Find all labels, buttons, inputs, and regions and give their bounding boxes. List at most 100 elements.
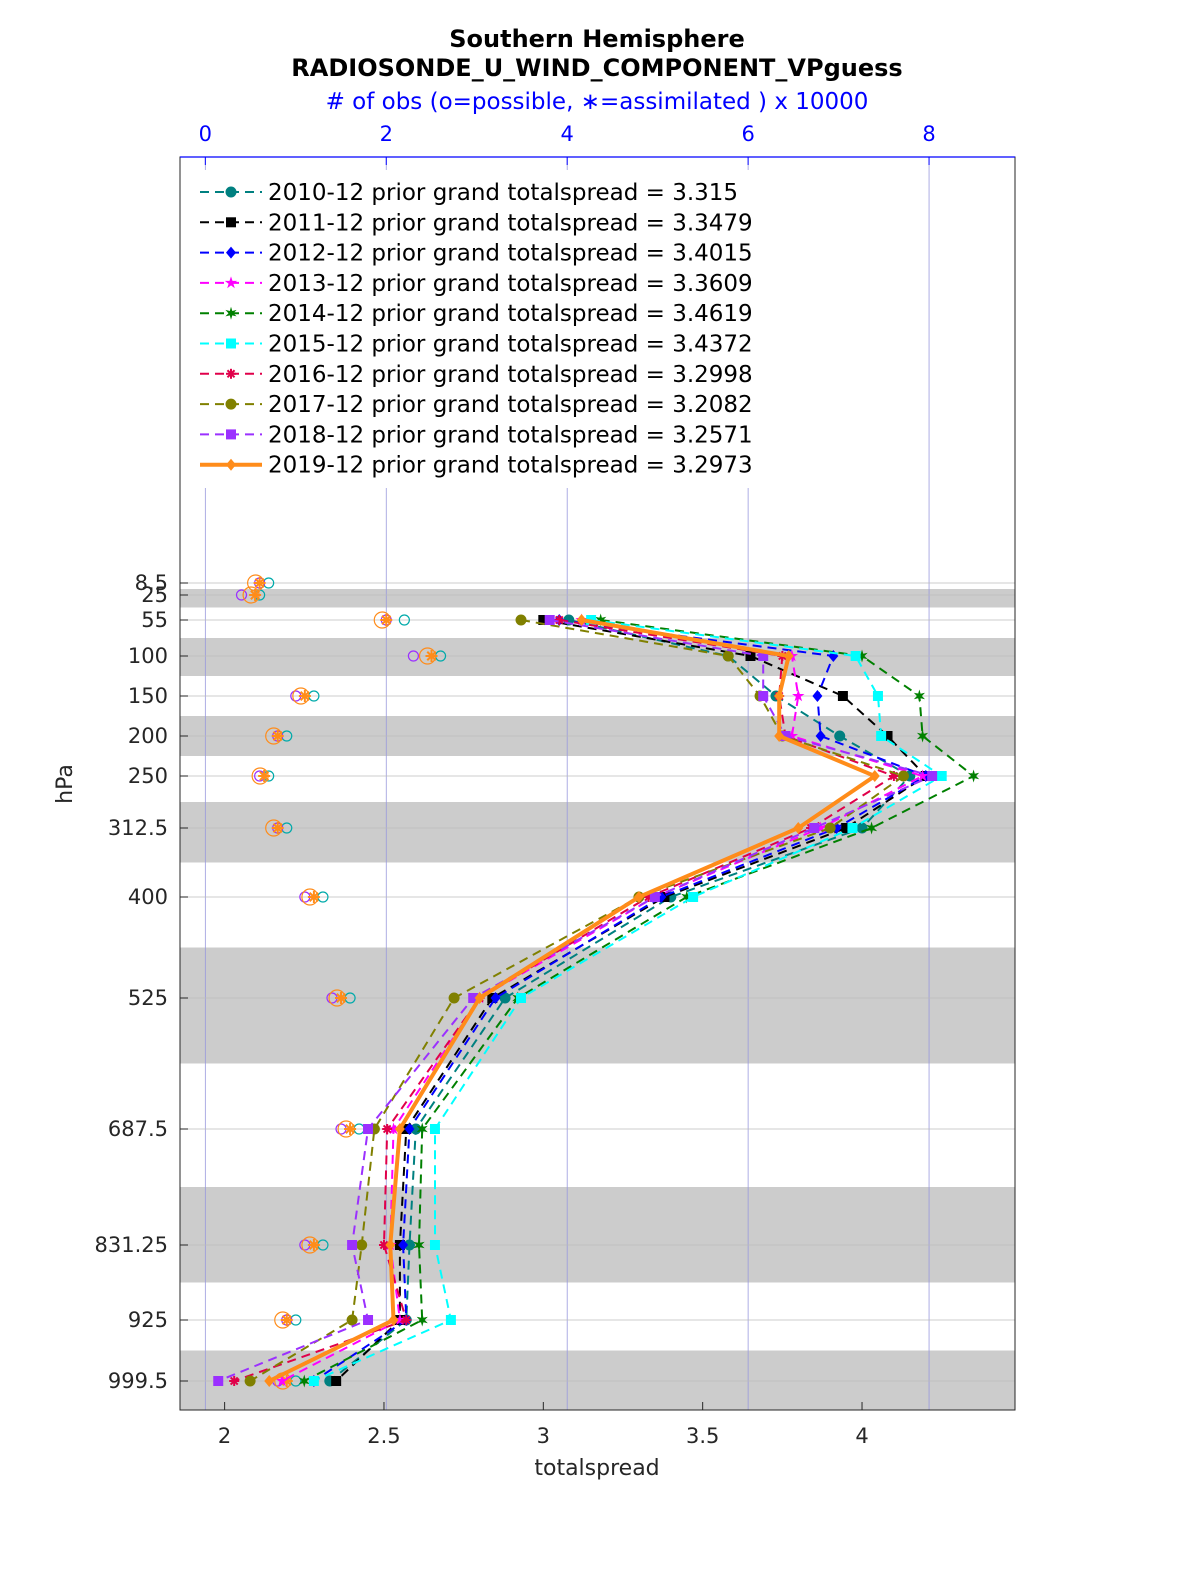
legend-entry-label: 2018-12 prior grand totalspread = 3.2571: [268, 422, 753, 448]
legend-swatch-marker: [226, 246, 236, 259]
obs-assimilated-marker: [308, 892, 319, 902]
series-line: [303, 619, 976, 1382]
series-point: [347, 1240, 358, 1250]
chart-title: Southern Hemisphere: [449, 25, 745, 53]
series-point: [429, 1124, 440, 1134]
series-point: [897, 770, 909, 782]
series-lines: [213, 613, 980, 1388]
series-point: [416, 1313, 428, 1327]
obs-assimilated-marker: [299, 691, 310, 701]
series-point: [936, 771, 947, 781]
series-point: [356, 1239, 368, 1251]
series-point: [809, 823, 820, 833]
series-point: [793, 822, 804, 834]
obs-possible-marker: [418, 647, 437, 665]
series-point: [815, 730, 826, 742]
legend-entry-label: 2013-12 prior grand totalspread = 3.3609: [268, 271, 753, 297]
obs-possible-marker: [407, 650, 420, 662]
obs-possible-marker: [265, 819, 283, 837]
series-point: [363, 1124, 374, 1134]
series-point: [298, 1374, 310, 1388]
series-point: [774, 730, 785, 742]
series-point: [229, 1376, 239, 1386]
obs-possible-marker: [274, 1311, 292, 1329]
series-point: [379, 1240, 389, 1250]
series-point: [866, 821, 878, 835]
series-point: [847, 823, 858, 833]
level-band: [180, 589, 1015, 608]
y-tick-label: 400: [128, 885, 168, 909]
series-point: [264, 1375, 275, 1387]
y-tick-label: 525: [128, 986, 168, 1010]
top-tick-label: 0: [199, 122, 212, 146]
x-tick-label: 4: [855, 1424, 868, 1448]
legend-entry-label: 2012-12 prior grand totalspread = 3.4015: [268, 241, 753, 267]
series-point: [275, 1374, 289, 1387]
series-point: [515, 614, 527, 626]
obs-possible-marker: [242, 586, 260, 604]
legend-swatch-marker: [226, 369, 236, 379]
series-point: [850, 651, 861, 661]
legend-swatch-marker: [226, 429, 236, 440]
y-tick-label: 25: [141, 583, 168, 607]
legend-swatch-marker: [224, 276, 238, 289]
obs-possible-marker: [337, 1120, 355, 1138]
legend-swatch-marker: [226, 458, 236, 471]
obs-assimilated-marker: [281, 1315, 292, 1325]
top-axis-ticks: 0 2 4 6 8: [199, 122, 936, 165]
level-band: [180, 947, 1015, 1064]
top-tick-label: 4: [561, 122, 574, 146]
y-tick-label: 150: [128, 684, 168, 708]
y-tick-label: 999.5: [108, 1369, 168, 1393]
level-band: [180, 802, 1015, 863]
series-point: [445, 1315, 456, 1325]
legend: 2010-12 prior grand totalspread = 3.315 2…: [190, 170, 862, 488]
series-point: [468, 993, 479, 1003]
obs-assimilated-marker: [381, 615, 392, 625]
level-band: [180, 1350, 1015, 1410]
legend-entry-label: 2010-12 prior grand totalspread = 3.315: [268, 180, 738, 206]
y-tick-label: 200: [128, 724, 168, 748]
y-tick-label: 312.5: [108, 816, 168, 840]
legend-entry-label: 2019-12 prior grand totalspread = 3.2973: [268, 453, 753, 479]
series-line: [217, 619, 936, 1382]
level-band: [180, 638, 1015, 676]
series-point: [398, 1239, 409, 1251]
legend-swatch-marker: [226, 338, 236, 349]
series-point: [474, 992, 485, 1004]
top-tick-label: 2: [380, 122, 393, 146]
series-point: [544, 615, 555, 625]
legend-entry-label: 2015-12 prior grand totalspread = 3.4372: [268, 332, 753, 358]
series-point: [363, 1315, 374, 1325]
series-point: [576, 614, 587, 626]
legend-box: [190, 170, 862, 488]
x-tick-label: 3.5: [686, 1424, 719, 1448]
y-tick-label: 925: [128, 1308, 168, 1332]
legend-entry-label: 2016-12 prior grand totalspread = 3.2998: [268, 362, 753, 388]
series-point: [774, 690, 785, 702]
series-point: [538, 615, 549, 625]
legend-swatch-marker: [225, 398, 237, 410]
series-group: [308, 615, 947, 1386]
series-point: [783, 650, 794, 662]
series-point: [244, 1375, 256, 1387]
series-point: [841, 823, 852, 833]
series-point: [385, 1239, 396, 1251]
series-line: [249, 619, 906, 1382]
series-point: [387, 1122, 400, 1135]
y-tick-label: 100: [128, 644, 168, 668]
obs-possible-marker: [265, 727, 283, 745]
series-point: [792, 689, 805, 702]
series-point: [490, 992, 501, 1004]
series-point: [780, 731, 791, 741]
series-point: [856, 649, 868, 663]
series-point: [633, 891, 644, 903]
series-point: [429, 1240, 440, 1250]
series-line: [335, 619, 928, 1382]
y-axis-label: hPa: [53, 764, 78, 804]
series-group: [298, 613, 980, 1388]
series-point: [745, 651, 756, 661]
series-point: [388, 1314, 399, 1326]
series-point: [916, 729, 929, 743]
series-point: [834, 730, 846, 742]
